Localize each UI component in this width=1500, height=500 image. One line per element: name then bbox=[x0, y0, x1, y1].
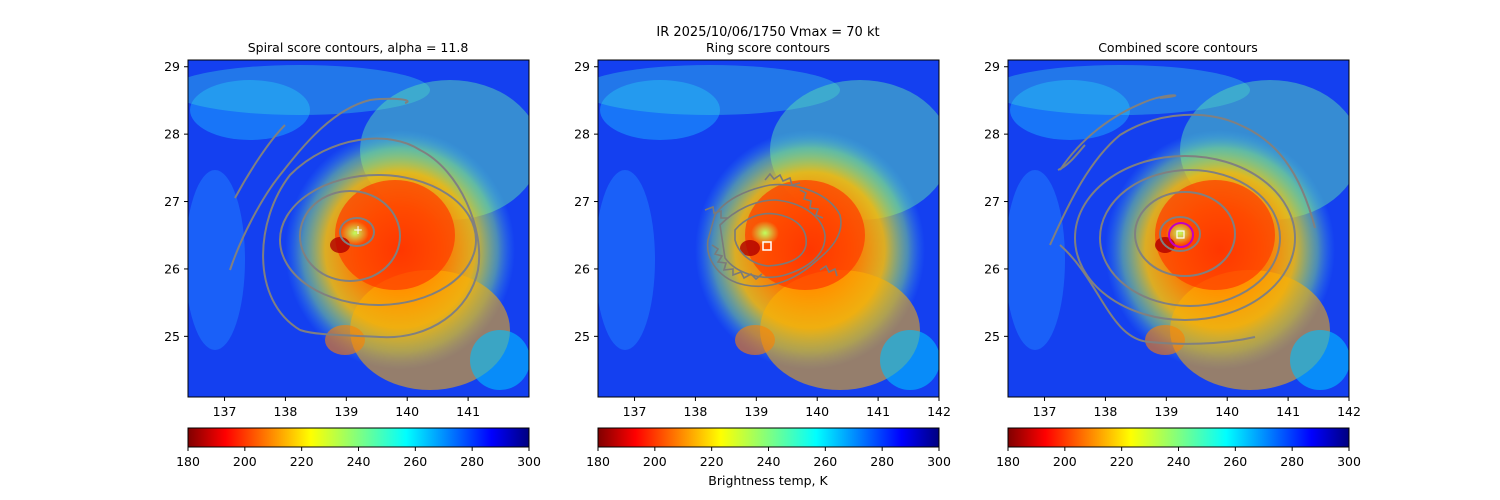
x-tick-label: 139 bbox=[744, 404, 768, 419]
axes-frame bbox=[1007, 59, 1350, 398]
y-tick-label: 25 bbox=[574, 329, 590, 344]
y-tick-label: 27 bbox=[164, 194, 180, 209]
y-tick-label: 26 bbox=[984, 261, 1000, 276]
x-tick-label: 141 bbox=[866, 404, 890, 419]
colorbar-tick-label: 220 bbox=[700, 454, 724, 469]
x-tick-label: 137 bbox=[1033, 404, 1057, 419]
panel-spiral: Spiral score contours, alpha = 11.8 + 13… bbox=[164, 40, 530, 419]
colorbar-gradient bbox=[1007, 427, 1350, 448]
colorbar-tick-label: 280 bbox=[870, 454, 894, 469]
ir-image bbox=[598, 60, 939, 397]
colorbar-ticks: 180 200 220 240 260 280 300 bbox=[996, 447, 1361, 469]
panel-title: Ring score contours bbox=[706, 40, 830, 55]
colorbar-tick-label: 280 bbox=[1280, 454, 1304, 469]
colorbar-tick-label: 220 bbox=[1110, 454, 1134, 469]
y-tick-label: 26 bbox=[574, 261, 590, 276]
colorbar-tick-label: 180 bbox=[996, 454, 1020, 469]
x-tick-label: 137 bbox=[213, 404, 237, 419]
ir-image bbox=[1008, 60, 1349, 397]
axis-ticks: 137 138 139 140 141 25 26 27 28 29 bbox=[164, 59, 480, 419]
x-tick-label: 139 bbox=[1154, 404, 1178, 419]
colorbar-tick-label: 300 bbox=[1337, 454, 1361, 469]
y-tick-label: 28 bbox=[574, 127, 590, 142]
x-tick-label: 140 bbox=[1215, 404, 1239, 419]
colorbar-tick-label: 240 bbox=[757, 454, 781, 469]
colorbar-tick-label: 300 bbox=[927, 454, 951, 469]
colorbar-label: Brightness temp, K bbox=[708, 473, 828, 488]
colorbar-ticks: 180 200 220 240 260 280 300 bbox=[176, 447, 541, 469]
axis-ticks: 137 138 139 140 141 142 25 26 27 28 29 bbox=[574, 59, 951, 419]
panel-combined: Combined score contours bbox=[984, 40, 1361, 419]
colorbar-tick-label: 180 bbox=[586, 454, 610, 469]
x-tick-label: 142 bbox=[1337, 404, 1361, 419]
colorbar-tick-label: 200 bbox=[643, 454, 667, 469]
colorbar-tick-label: 260 bbox=[403, 454, 427, 469]
colorbar-gradient bbox=[187, 427, 530, 448]
y-tick-label: 25 bbox=[164, 329, 180, 344]
colorbar-tick-label: 240 bbox=[1167, 454, 1191, 469]
colorbar-tick-label: 200 bbox=[1053, 454, 1077, 469]
colorbar-tick-label: 180 bbox=[176, 454, 200, 469]
colorbar-2: 180 200 220 240 260 280 300 bbox=[996, 427, 1361, 469]
panel-title: Combined score contours bbox=[1098, 40, 1258, 55]
colorbar-tick-label: 260 bbox=[1223, 454, 1247, 469]
suptitle: IR 2025/10/06/1750 Vmax = 70 kt bbox=[656, 25, 879, 40]
score-contours bbox=[704, 172, 842, 287]
x-tick-label: 138 bbox=[1093, 404, 1117, 419]
colorbar-tick-label: 220 bbox=[290, 454, 314, 469]
x-tick-label: 138 bbox=[683, 404, 707, 419]
colorbar-1: 180 200 220 240 260 280 300 Brightness temp, K bbox=[586, 427, 951, 488]
panel-ring: Ring score contours 137 138 bbox=[574, 40, 951, 419]
panel-title: Spiral score contours, alpha = 11.8 bbox=[248, 40, 469, 55]
colorbar-tick-label: 300 bbox=[517, 454, 541, 469]
x-tick-label: 141 bbox=[1276, 404, 1300, 419]
center-marker bbox=[762, 241, 772, 251]
colorbar-tick-label: 240 bbox=[347, 454, 371, 469]
x-tick-label: 140 bbox=[805, 404, 829, 419]
x-tick-label: 137 bbox=[623, 404, 647, 419]
y-tick-label: 25 bbox=[984, 329, 1000, 344]
colorbar-gradient bbox=[597, 427, 940, 448]
score-contours bbox=[1049, 94, 1316, 345]
y-tick-label: 27 bbox=[574, 194, 590, 209]
y-tick-label: 28 bbox=[164, 127, 180, 142]
y-tick-label: 29 bbox=[164, 59, 180, 74]
x-tick-label: 142 bbox=[927, 404, 951, 419]
x-tick-label: 139 bbox=[334, 404, 358, 419]
axes-frame bbox=[597, 59, 940, 398]
colorbar-0: 180 200 220 240 260 280 300 bbox=[176, 427, 541, 469]
ring-center-marker bbox=[1176, 230, 1185, 239]
colorbar-tick-label: 200 bbox=[233, 454, 257, 469]
colorbar-ticks: 180 200 220 240 260 280 300 bbox=[586, 447, 951, 469]
x-tick-label: 140 bbox=[395, 404, 419, 419]
center-marker: + bbox=[353, 223, 363, 237]
colorbar-tick-label: 260 bbox=[813, 454, 837, 469]
y-tick-label: 28 bbox=[984, 127, 1000, 142]
y-tick-label: 29 bbox=[574, 59, 590, 74]
y-tick-label: 27 bbox=[984, 194, 1000, 209]
axis-ticks: 137 138 139 140 141 142 25 26 27 28 29 bbox=[984, 59, 1361, 419]
center-marker bbox=[1168, 222, 1194, 248]
y-tick-label: 26 bbox=[164, 261, 180, 276]
colorbar-tick-label: 280 bbox=[460, 454, 484, 469]
x-tick-label: 138 bbox=[273, 404, 297, 419]
y-tick-label: 29 bbox=[984, 59, 1000, 74]
x-tick-label: 141 bbox=[456, 404, 480, 419]
axes-frame bbox=[187, 59, 530, 398]
score-contours bbox=[229, 97, 481, 339]
